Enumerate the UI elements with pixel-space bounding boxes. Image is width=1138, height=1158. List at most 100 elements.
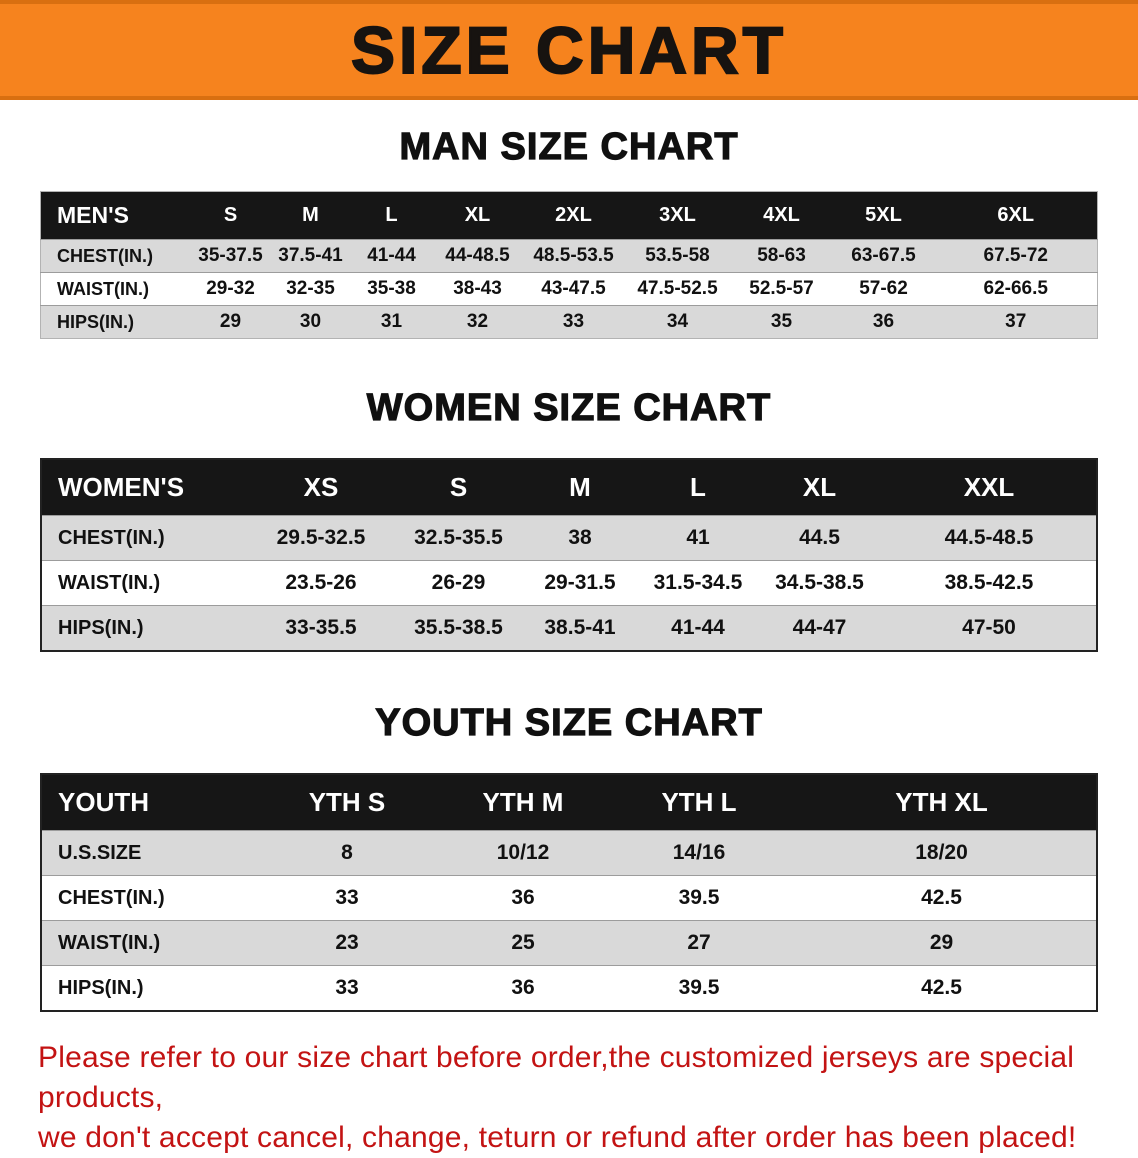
men-table-title: MEN'S — [40, 191, 191, 240]
cell: 34.5-38.5 — [757, 560, 882, 606]
cell: 41-44 — [639, 605, 757, 651]
row-label: HIPS(IN.) — [41, 605, 246, 651]
cell: 23 — [259, 920, 435, 966]
cell: 33 — [259, 875, 435, 921]
youth-table-title: YOUTH — [41, 774, 259, 831]
disclaimer-line-1: Please refer to our size chart before or… — [38, 1041, 1075, 1114]
men-header-row: MEN'S S M L XL 2XL 3XL 4XL 5XL 6XL — [40, 191, 1098, 240]
cell: 29.5-32.5 — [246, 515, 396, 561]
cell: 18/20 — [787, 830, 1097, 876]
table-row: HIPS(IN.) 33-35.5 35.5-38.5 38.5-41 41-4… — [41, 605, 1097, 651]
table-row: WAIST(IN.) 23.5-26 26-29 29-31.5 31.5-34… — [41, 560, 1097, 606]
row-label: CHEST(IN.) — [41, 875, 259, 921]
cell: 52.5-57 — [730, 272, 833, 306]
size-col-header: S — [396, 459, 521, 516]
cell: 62-66.5 — [934, 272, 1098, 306]
cell: 35 — [730, 305, 833, 339]
table-row: WAIST(IN.) 23 25 27 29 — [41, 920, 1097, 966]
size-col-header: 2XL — [522, 191, 625, 240]
row-label: WAIST(IN.) — [41, 920, 259, 966]
row-label: U.S.SIZE — [41, 830, 259, 876]
size-col-header: XL — [432, 191, 523, 240]
size-col-header: 6XL — [934, 191, 1098, 240]
size-col-header: XL — [757, 459, 882, 516]
table-row: WAIST(IN.) 29-32 32-35 35-38 38-43 43-47… — [40, 272, 1098, 306]
cell: 38.5-41 — [521, 605, 639, 651]
size-col-header: YTH XL — [787, 774, 1097, 831]
table-row: U.S.SIZE 8 10/12 14/16 18/20 — [41, 830, 1097, 876]
cell: 37 — [934, 305, 1098, 339]
size-col-header: YTH M — [435, 774, 611, 831]
cell: 29 — [190, 305, 271, 339]
cell: 29-32 — [190, 272, 271, 306]
cell: 47-50 — [882, 605, 1097, 651]
table-row: CHEST(IN.) 35-37.5 37.5-41 41-44 44-48.5… — [40, 239, 1098, 273]
cell: 32-35 — [270, 272, 351, 306]
cell: 38 — [521, 515, 639, 561]
cell: 42.5 — [787, 875, 1097, 921]
cell: 37.5-41 — [270, 239, 351, 273]
size-col-header: M — [521, 459, 639, 516]
cell: 35-38 — [350, 272, 433, 306]
cell: 39.5 — [611, 875, 787, 921]
cell: 43-47.5 — [522, 272, 625, 306]
cell: 42.5 — [787, 965, 1097, 1011]
youth-header-row: YOUTH YTH S YTH M YTH L YTH XL — [41, 774, 1097, 831]
row-label: CHEST(IN.) — [41, 515, 246, 561]
size-col-header: XS — [246, 459, 396, 516]
cell: 31.5-34.5 — [639, 560, 757, 606]
size-col-header: 3XL — [624, 191, 731, 240]
youth-size-table: YOUTH YTH S YTH M YTH L YTH XL U.S.SIZE … — [40, 773, 1098, 1012]
youth-section-heading: YOUTH SIZE CHART — [375, 701, 763, 744]
table-row: CHEST(IN.) 29.5-32.5 32.5-35.5 38 41 44.… — [41, 515, 1097, 561]
disclaimer: Please refer to our size chart before or… — [38, 1038, 1100, 1158]
cell: 44-47 — [757, 605, 882, 651]
women-header-row: WOMEN'S XS S M L XL XXL — [41, 459, 1097, 516]
cell: 53.5-58 — [624, 239, 731, 273]
men-section-heading: MAN SIZE CHART — [399, 125, 739, 168]
cell: 36 — [435, 965, 611, 1011]
size-col-header: L — [350, 191, 433, 240]
cell: 33 — [522, 305, 625, 339]
cell: 67.5-72 — [934, 239, 1098, 273]
cell: 38.5-42.5 — [882, 560, 1097, 606]
row-label: HIPS(IN.) — [40, 305, 191, 339]
cell: 35.5-38.5 — [396, 605, 521, 651]
size-col-header: L — [639, 459, 757, 516]
cell: 48.5-53.5 — [522, 239, 625, 273]
cell: 30 — [270, 305, 351, 339]
cell: 33-35.5 — [246, 605, 396, 651]
disclaimer-line-2: we don't accept cancel, change, teturn o… — [38, 1121, 1077, 1154]
cell: 57-62 — [832, 272, 935, 306]
cell: 26-29 — [396, 560, 521, 606]
cell: 23.5-26 — [246, 560, 396, 606]
cell: 31 — [350, 305, 433, 339]
row-label: WAIST(IN.) — [41, 560, 246, 606]
row-label: WAIST(IN.) — [40, 272, 191, 306]
cell: 29 — [787, 920, 1097, 966]
cell: 44.5 — [757, 515, 882, 561]
men-section: MAN SIZE CHART MEN'S S M L XL 2XL 3XL 4X… — [0, 125, 1138, 339]
cell: 32.5-35.5 — [396, 515, 521, 561]
table-row: HIPS(IN.) 33 36 39.5 42.5 — [41, 965, 1097, 1011]
size-col-header: YTH S — [259, 774, 435, 831]
cell: 32 — [432, 305, 523, 339]
cell: 38-43 — [432, 272, 523, 306]
cell: 34 — [624, 305, 731, 339]
cell: 36 — [435, 875, 611, 921]
cell: 8 — [259, 830, 435, 876]
size-col-header: XXL — [882, 459, 1097, 516]
cell: 33 — [259, 965, 435, 1011]
page-title: SIZE CHART — [350, 12, 787, 88]
women-size-table: WOMEN'S XS S M L XL XXL CHEST(IN.) 29.5-… — [40, 458, 1098, 652]
women-section: WOMEN SIZE CHART WOMEN'S XS S M L XL XXL — [0, 386, 1138, 652]
size-col-header: S — [190, 191, 271, 240]
youth-section: YOUTH SIZE CHART YOUTH YTH S YTH M YTH L… — [0, 701, 1138, 1012]
size-col-header: YTH L — [611, 774, 787, 831]
size-col-header: M — [270, 191, 351, 240]
women-section-heading: WOMEN SIZE CHART — [366, 386, 772, 429]
cell: 63-67.5 — [832, 239, 935, 273]
cell: 47.5-52.5 — [624, 272, 731, 306]
cell: 29-31.5 — [521, 560, 639, 606]
